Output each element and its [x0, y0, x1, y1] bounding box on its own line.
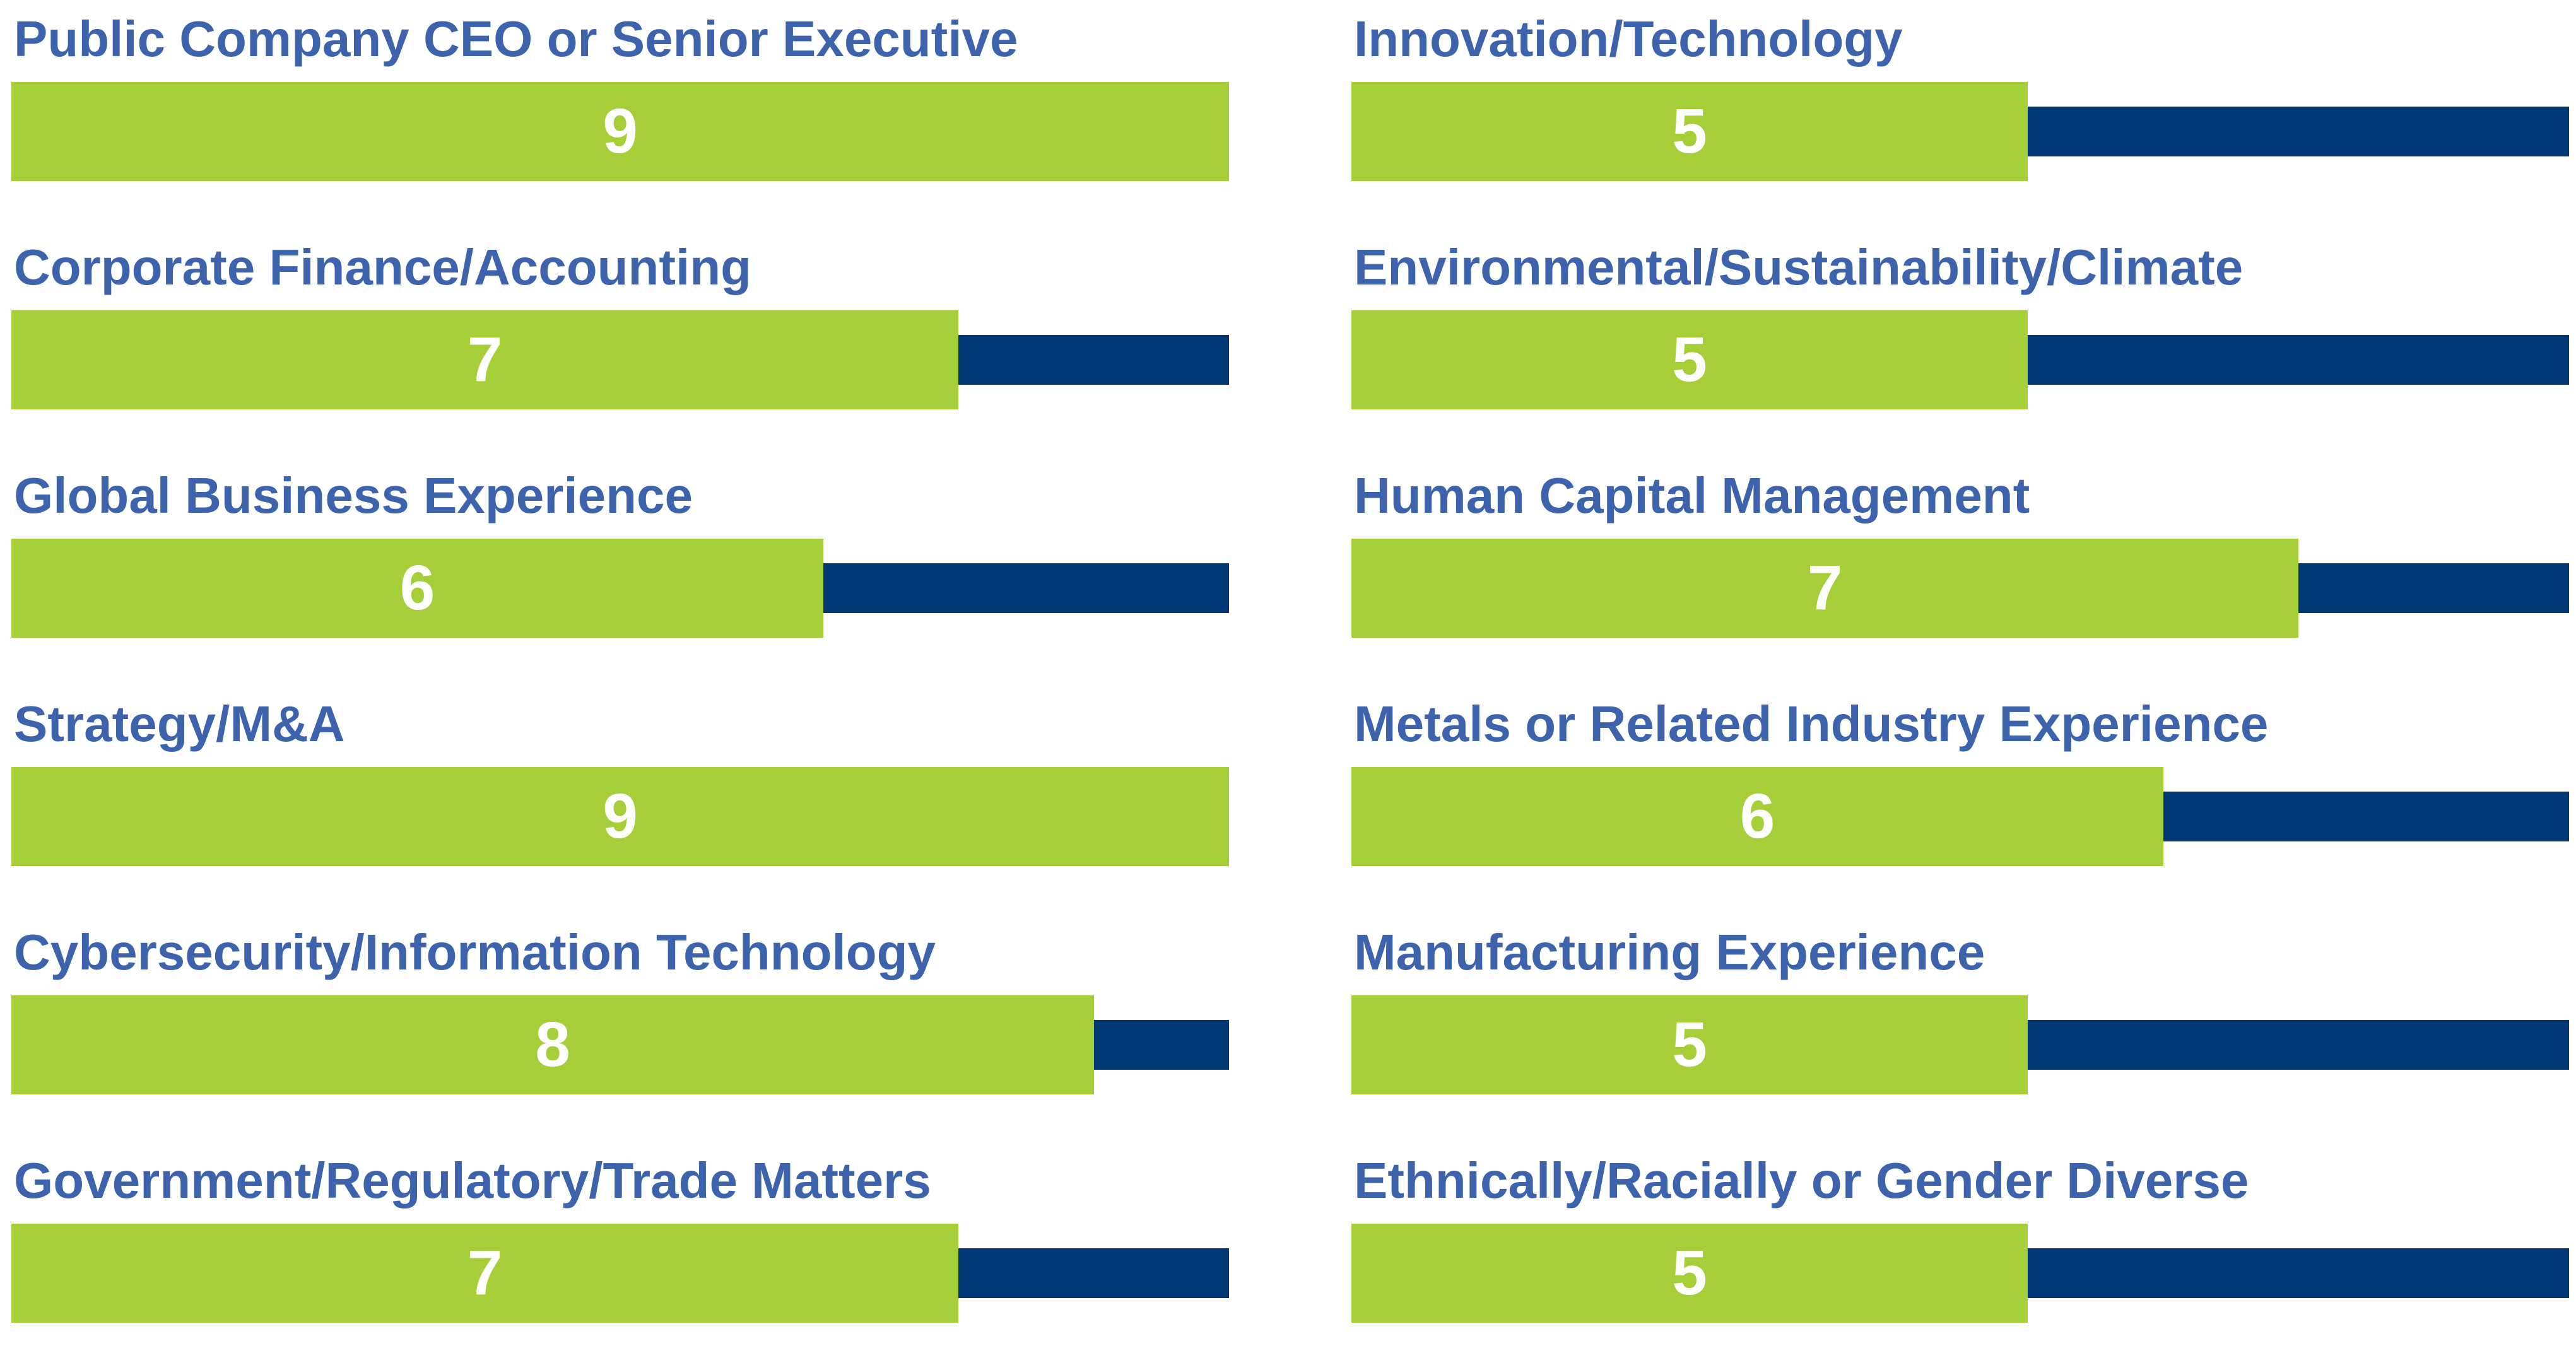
bar-track: 7	[11, 1224, 1229, 1323]
bar-track: 5	[1351, 310, 2569, 409]
bar-fill	[1351, 539, 2298, 638]
skill-row: Human Capital Management 7	[1351, 457, 2569, 685]
bar-track: 8	[11, 995, 1229, 1094]
bar-value-label: 7	[467, 1238, 503, 1308]
bar-value-label: 8	[535, 1009, 570, 1080]
skill-label: Manufacturing Experience	[1354, 924, 1985, 980]
bar-fill	[11, 539, 823, 638]
skill-row: Global Business Experience 6	[11, 457, 1229, 685]
skill-label: Environmental/Sustainability/Climate	[1354, 239, 2244, 295]
bar-track: 5	[1351, 995, 2569, 1094]
bar-track: 5	[1351, 1224, 2569, 1323]
skill-label: Corporate Finance/Accounting	[14, 239, 751, 295]
skill-row: Ethnically/Racially or Gender Diverse 5	[1351, 1142, 2569, 1370]
skill-row: Manufacturing Experience 5	[1351, 913, 2569, 1142]
bar-remainder	[2028, 1248, 2569, 1298]
bar-value-label: 6	[1739, 781, 1775, 852]
bar-remainder	[823, 563, 1229, 613]
skill-label: Human Capital Management	[1354, 467, 2030, 524]
bar-track: 7	[1351, 539, 2569, 638]
bar-value-label: 6	[399, 553, 435, 623]
bar-value-label: 7	[467, 324, 503, 395]
bar-fill	[1351, 82, 2028, 181]
bar-fill	[11, 767, 1229, 866]
bar-fill	[11, 995, 1094, 1094]
bar-track: 7	[11, 310, 1229, 409]
bar-remainder	[2028, 1020, 2569, 1070]
bar-fill	[11, 310, 958, 409]
skill-row: Strategy/M&A 9	[11, 685, 1229, 913]
skill-label: Innovation/Technology	[1354, 11, 1903, 67]
bar-remainder	[2298, 563, 2569, 613]
bar-remainder	[2163, 792, 2569, 841]
bar-value-label: 5	[1672, 324, 1707, 395]
skill-label: Ethnically/Racially or Gender Diverse	[1354, 1152, 2249, 1209]
bar-track: 9	[11, 82, 1229, 181]
bar-remainder	[958, 1248, 1229, 1298]
bar-track: 6	[1351, 767, 2569, 866]
skill-row: Corporate Finance/Accounting 7	[11, 228, 1229, 457]
skill-label: Cybersecurity/Information Technology	[14, 924, 936, 980]
skill-row: Metals or Related Industry Experience 6	[1351, 685, 2569, 913]
bar-track: 5	[1351, 82, 2569, 181]
bar-track: 9	[11, 767, 1229, 866]
skill-label: Metals or Related Industry Experience	[1354, 696, 2269, 752]
bar-value-label: 7	[1807, 553, 1843, 623]
skill-row: Environmental/Sustainability/Climate 5	[1351, 228, 2569, 457]
bar-fill	[11, 1224, 958, 1323]
skill-row: Government/Regulatory/Trade Matters 7	[11, 1142, 1229, 1370]
bar-value-label: 5	[1672, 96, 1707, 167]
skill-label: Global Business Experience	[14, 467, 693, 524]
skill-row: Cybersecurity/Information Technology 8	[11, 913, 1229, 1142]
bar-value-label: 5	[1672, 1238, 1707, 1308]
bar-track: 6	[11, 539, 1229, 638]
skill-label: Government/Regulatory/Trade Matters	[14, 1152, 931, 1209]
bar-fill	[1351, 995, 2028, 1094]
bar-value-label: 5	[1672, 1009, 1707, 1080]
bar-fill	[1351, 767, 2163, 866]
bar-fill	[1351, 1224, 2028, 1323]
bar-fill	[1351, 310, 2028, 409]
bar-remainder	[2028, 335, 2569, 385]
bar-remainder	[1094, 1020, 1229, 1070]
skill-label: Strategy/M&A	[14, 696, 345, 752]
bar-value-label: 9	[603, 96, 638, 167]
bar-value-label: 9	[603, 781, 638, 852]
skill-label: Public Company CEO or Senior Executive	[14, 11, 1018, 67]
bar-fill	[11, 82, 1229, 181]
bar-remainder	[958, 335, 1229, 385]
skill-row: Public Company CEO or Senior Executive 9	[11, 0, 1229, 228]
skill-row: Innovation/Technology 5	[1351, 0, 2569, 228]
bar-remainder	[2028, 107, 2569, 156]
